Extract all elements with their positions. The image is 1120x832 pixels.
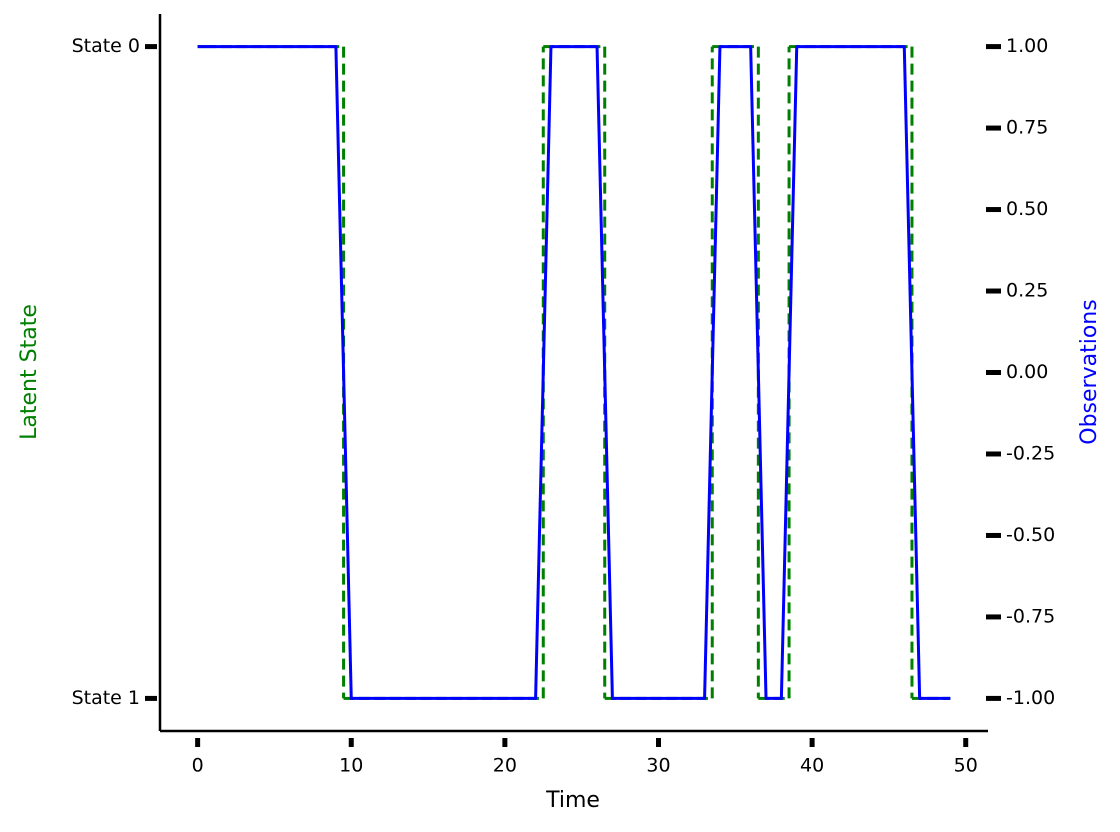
y2-tick-label: -0.25 [1006, 442, 1055, 464]
y2-tick-label: 0.25 [1006, 280, 1048, 302]
x-tick-label: 20 [493, 755, 517, 777]
x-tick-label: 50 [954, 755, 978, 777]
y2-tick-label: 0.50 [1006, 198, 1048, 220]
x-tick-label: 10 [339, 755, 363, 777]
y2-tick-label: 0.00 [1006, 361, 1048, 383]
x-tick-label: 0 [192, 755, 204, 777]
y2-tick-label: 1.00 [1006, 35, 1048, 57]
y2-tick-label: -1.00 [1006, 687, 1055, 709]
y-tick-label: State 0 [72, 35, 140, 57]
series-line [197, 45, 951, 700]
y2-tick-label: -0.50 [1006, 524, 1055, 546]
y2-tick-label: 0.75 [1006, 117, 1048, 139]
y-axis-label: Latent State [17, 304, 42, 440]
y-tick-label: State 1 [72, 687, 140, 709]
x-tick-label: 30 [646, 755, 670, 777]
y2-axis-label: Observations [1077, 299, 1102, 444]
x-axis-label: Time [545, 788, 600, 813]
y2-tick-label: -0.75 [1006, 605, 1055, 627]
x-tick-label: 40 [800, 755, 824, 777]
